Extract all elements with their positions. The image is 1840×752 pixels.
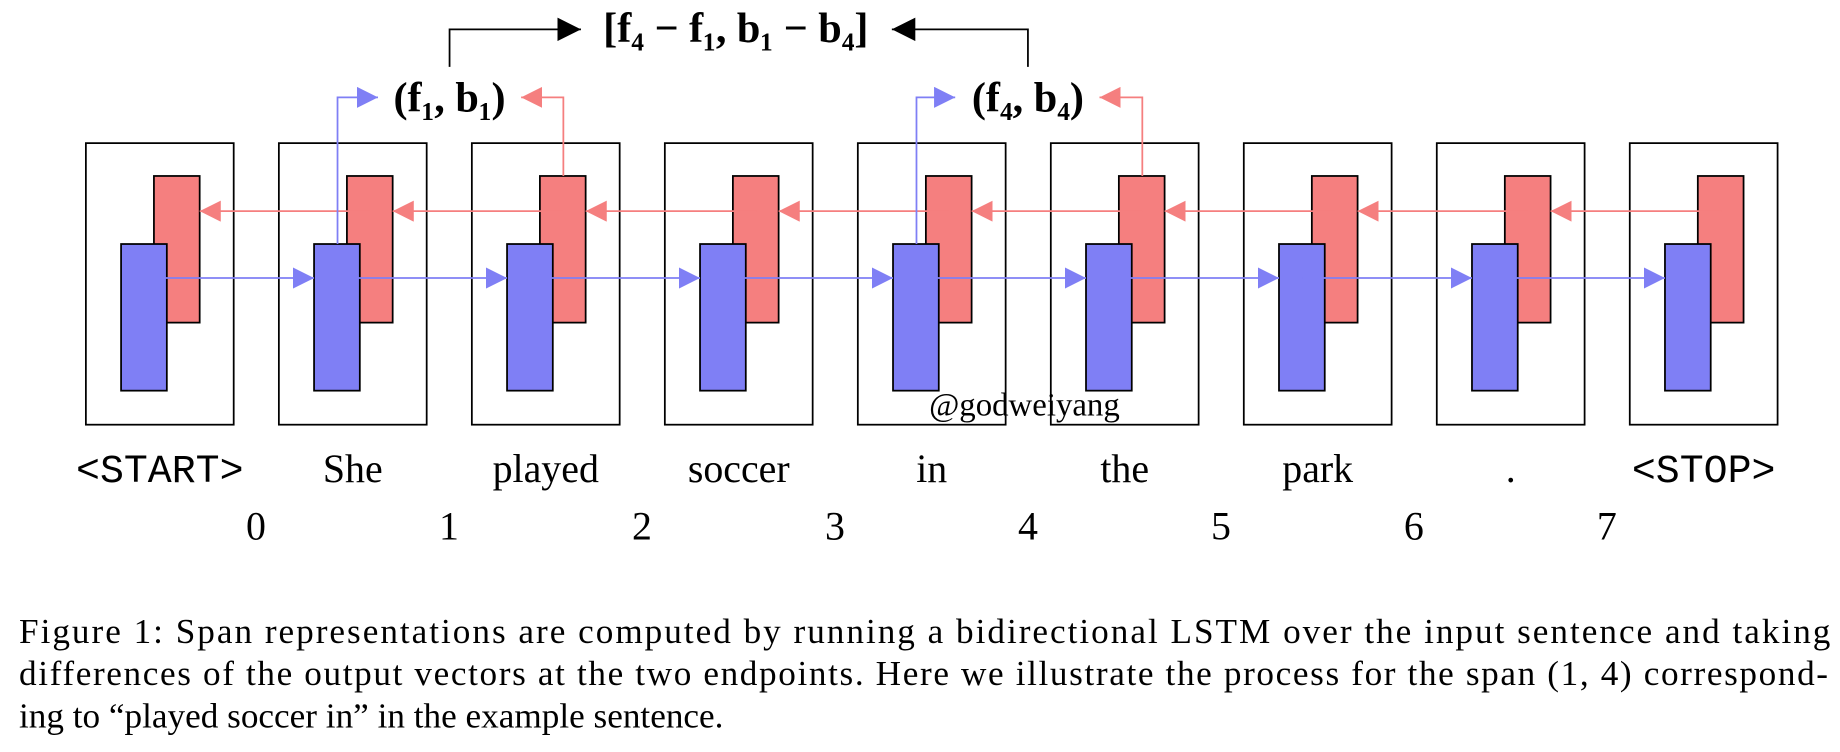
cell-box [663, 142, 814, 426]
caption-line: differences of the output vectors at the… [19, 654, 1828, 693]
forward-state [1278, 243, 1326, 392]
position-index: 6 [1404, 504, 1424, 549]
position-index: 1 [439, 504, 459, 549]
endpoint-arrow [1099, 86, 1144, 176]
forward-state [1085, 243, 1133, 392]
forward-state [1471, 243, 1519, 392]
caption-line: Figure 1: Span representations are compu… [19, 612, 1830, 651]
position-index: 4 [1018, 504, 1038, 549]
arrow [891, 17, 1029, 67]
endpoint-arrow [521, 86, 565, 176]
cell-box [856, 142, 1007, 426]
position-index: 0 [246, 504, 266, 549]
position-index: 2 [632, 504, 652, 549]
position-index: 7 [1597, 504, 1617, 549]
position-index: 3 [825, 504, 845, 549]
span-label: (f₄, b₄) [972, 74, 1084, 121]
token: the [1100, 446, 1149, 491]
token: <STOP> [1632, 449, 1776, 494]
forward-state [1664, 243, 1712, 392]
token: played [493, 446, 599, 491]
token: park [1282, 446, 1353, 491]
forward-state [313, 243, 361, 392]
token: She [323, 446, 383, 491]
caption-line: ing to “played soccer in” in the example… [19, 696, 723, 735]
difference-label: [f₄ − f₁, b₁ − b₄] [603, 5, 868, 52]
watermark: @godweiyang [929, 387, 1120, 423]
forward-state [699, 243, 747, 392]
cell-box [470, 142, 621, 426]
endpoint-arrow [915, 86, 956, 245]
token: in [916, 446, 947, 491]
position-index: 5 [1211, 504, 1231, 549]
token: soccer [688, 446, 790, 491]
cell-box [1628, 142, 1779, 426]
cell-box [1435, 142, 1586, 426]
forward-state [120, 243, 168, 392]
cell-box [1049, 142, 1200, 426]
token: . [1506, 446, 1516, 491]
lstm-cells: <START> She played soccer in the park. <STOP> 0 1… [76, 86, 1779, 549]
endpoint-arrow [336, 86, 378, 245]
cell-box [277, 142, 428, 426]
token: <START> [76, 449, 244, 494]
forward-state [506, 243, 554, 392]
span-label: (f₁, b₁) [394, 74, 506, 121]
arrow [448, 17, 581, 67]
cell-box [1242, 142, 1393, 426]
forward-state [892, 243, 940, 392]
cell-box [84, 142, 235, 426]
